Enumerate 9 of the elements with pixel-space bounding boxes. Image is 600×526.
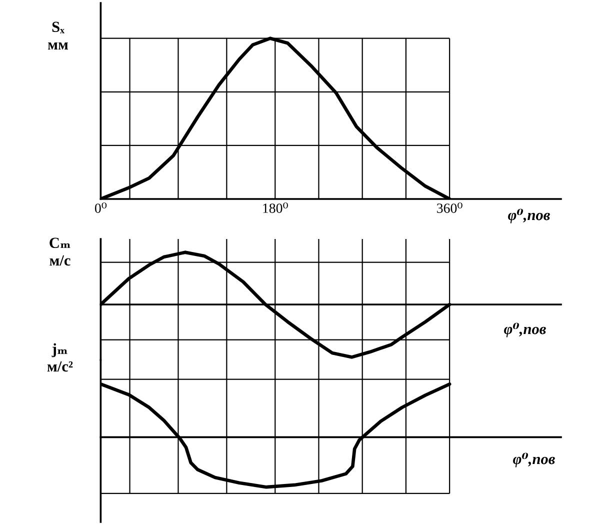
x-axis-title: φ⁰,пов [508, 208, 550, 224]
x-tick-label: 360⁰ [437, 202, 462, 213]
y-axis-title: Cₘ м/с [50, 238, 70, 266]
x-tick-label: 180⁰ [263, 202, 288, 213]
x-axis-title: φ⁰,пов [504, 322, 546, 338]
y-axis-title: Sₓ мм [48, 22, 68, 50]
x-tick-label: 0⁰ [94, 202, 107, 213]
x-axis-title: φ⁰,пов [513, 452, 555, 468]
y-axis-title: jₘ м/c² [47, 343, 73, 372]
